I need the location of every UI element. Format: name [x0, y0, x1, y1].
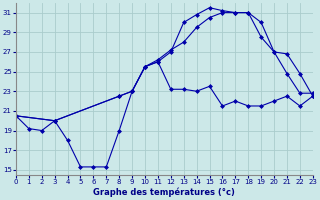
X-axis label: Graphe des températures (°c): Graphe des températures (°c) [93, 188, 235, 197]
